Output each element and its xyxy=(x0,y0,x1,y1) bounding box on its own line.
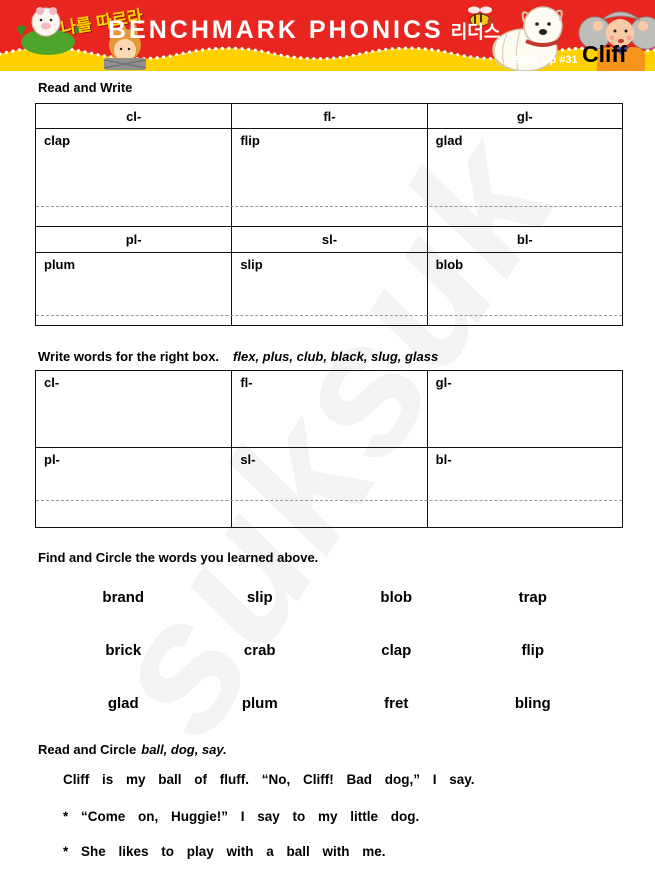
word-item: plum xyxy=(241,695,278,712)
example-cell-clap: clap xyxy=(44,133,71,148)
find-circle-word-grid: brand slip blob trap brick crab clap fli… xyxy=(55,571,601,730)
blank-cell-sl: sl- xyxy=(231,448,426,527)
blank-cell-bl: bl- xyxy=(426,448,622,527)
target-words: ball, dog, say. xyxy=(141,742,227,757)
word-item: fret xyxy=(384,695,409,712)
section-read-circle-title: Read and Circle ball, dog, say. xyxy=(38,742,227,757)
table-header-row: cl- fl- gl- xyxy=(36,104,622,128)
table-write-row: cl- fl- gl- xyxy=(36,371,622,447)
header-banner: 나를 따르라 BENCHMARK PHONICS 리더스 Build Up #3… xyxy=(0,0,655,71)
writing-guide-line xyxy=(36,206,622,207)
word-bank: flex, plus, club, black, slug, glass xyxy=(233,349,439,364)
pig-character-illustration xyxy=(16,7,81,55)
story-sentence: * “Come on, Huggie!” I say to my little … xyxy=(63,809,420,824)
table-write-row: clap flip glad xyxy=(36,128,622,226)
writing-guide-line xyxy=(36,500,622,501)
table-write-row: pl- sl- bl- xyxy=(36,447,622,527)
word-item: bling xyxy=(514,695,551,712)
header-cell-cl: cl- xyxy=(126,108,142,124)
header-cell-bl: bl- xyxy=(426,227,622,252)
header-cell-fl: fl- xyxy=(231,104,426,128)
word-item: blob xyxy=(380,589,413,606)
header-cell-gl: gl- xyxy=(426,104,622,128)
word-item: brick xyxy=(105,642,142,659)
brand-title: BENCHMARK PHONICS xyxy=(108,16,444,44)
example-cell-flip: flip xyxy=(231,129,426,226)
example-cell-blob: blob xyxy=(426,253,622,325)
table-write-row: plum slip blob xyxy=(36,252,622,325)
read-write-table: cl- fl- gl- clap flip glad pl- sl- bl- p… xyxy=(35,103,623,326)
word-item: trap xyxy=(518,589,547,606)
section-read-write-title: Read and Write xyxy=(38,80,133,95)
brand-korean: 리더스 xyxy=(450,22,501,42)
blank-cell-pl: pl- xyxy=(44,452,60,467)
word-item: slip xyxy=(246,589,273,606)
girl-illustration xyxy=(578,11,655,71)
example-cell-glad: glad xyxy=(426,129,622,226)
blank-cell-fl: fl- xyxy=(231,371,426,447)
story-sentence: Cliff is my ball of fluff. “No, Cliff! B… xyxy=(63,772,475,787)
example-cell-slip: slip xyxy=(231,253,426,325)
header-cell-pl: pl- xyxy=(125,232,142,247)
child-character-illustration xyxy=(103,22,147,70)
read-circle-label: Read and Circle xyxy=(38,742,137,757)
write-words-label: Write words for the right box. xyxy=(38,349,220,364)
write-words-table: cl- fl- gl- pl- sl- bl- xyxy=(35,370,623,528)
brand-line: BENCHMARK PHONICS 리더스 xyxy=(108,16,500,45)
dog-illustration xyxy=(492,6,563,71)
header-art xyxy=(0,0,655,71)
series-label: Build Up #31 xyxy=(511,54,578,66)
blank-cell-gl: gl- xyxy=(426,371,622,447)
section-find-circle-title: Find and Circle the words you learned ab… xyxy=(38,550,319,565)
word-item: glad xyxy=(107,695,139,712)
section-write-words-title: Write words for the right box. flex, plus… xyxy=(38,349,438,364)
word-item: brand xyxy=(102,589,145,606)
word-item: crab xyxy=(243,642,276,659)
writing-guide-line xyxy=(36,315,622,316)
header-cell-sl: sl- xyxy=(231,227,426,252)
bee-icon xyxy=(468,6,495,27)
blank-cell-cl: cl- xyxy=(44,375,60,390)
story-sentence: * She likes to play with a ball with me. xyxy=(63,844,386,859)
book-title: Cliff xyxy=(582,41,627,67)
word-item: flip xyxy=(521,642,545,659)
table-header-row: pl- sl- bl- xyxy=(36,226,622,252)
word-item: clap xyxy=(381,642,412,659)
example-cell-plum: plum xyxy=(44,257,76,272)
